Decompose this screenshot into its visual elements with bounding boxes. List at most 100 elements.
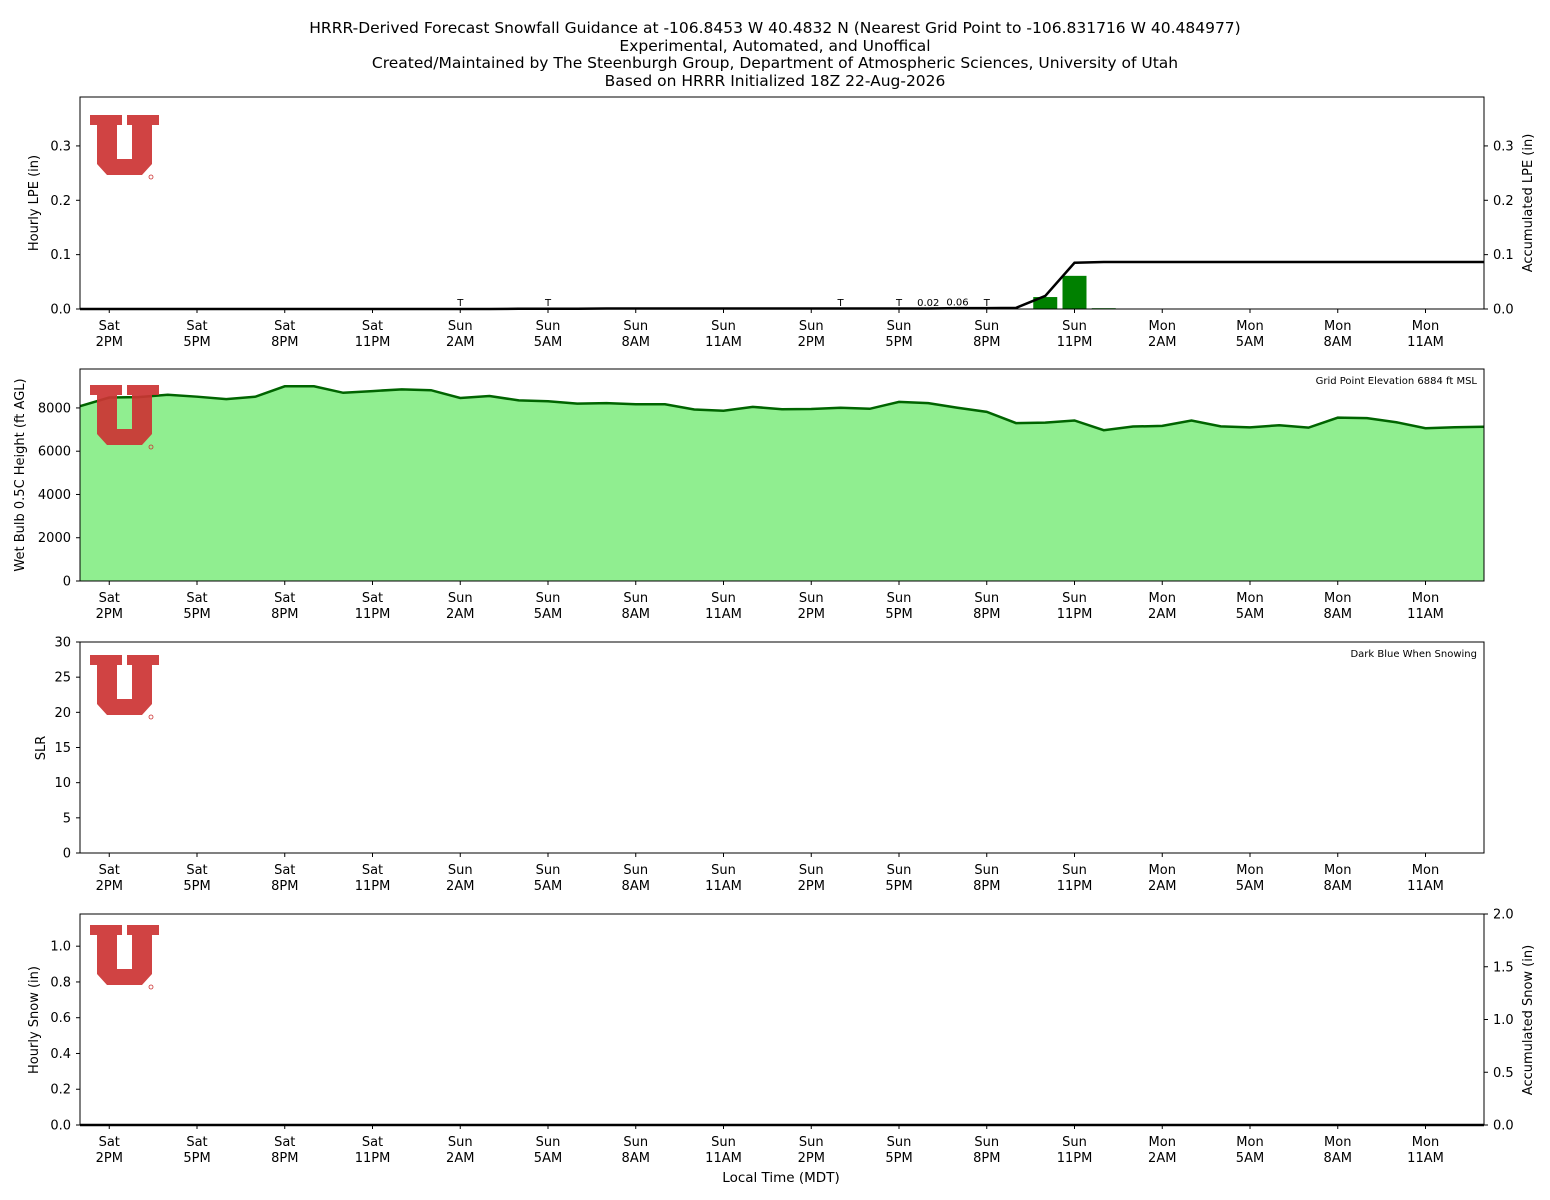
wet-bulb-height-area: [80, 386, 1484, 581]
x-tick-label-day: Sun: [799, 319, 824, 334]
hourly-snow-panel: 0.00.20.40.60.81.00.00.51.01.52.0Sat2PMS…: [27, 908, 1536, 1167]
x-tick-label-day: Sun: [1062, 1135, 1087, 1150]
x-tick-label-time: 2PM: [798, 1151, 825, 1166]
x-tick-label-time: 11PM: [1057, 1151, 1093, 1166]
x-tick-label-time: 5PM: [885, 879, 912, 894]
hourly-lpe-bar: [1033, 297, 1058, 309]
x-tick-label-time: 11PM: [1057, 607, 1093, 622]
y-axis-tick-label: 0.8: [50, 975, 71, 990]
x-tick-label-day: Sun: [974, 591, 999, 606]
x-tick-label-day: Sat: [186, 863, 207, 878]
university-of-utah-logo: [90, 385, 159, 450]
logo-u-shape: [90, 115, 159, 175]
y-axis-tick-label: 4000: [38, 488, 71, 503]
snowing-color-note: Dark Blue When Snowing: [1350, 649, 1477, 660]
y-axis-tick-label: 30: [54, 636, 71, 651]
x-tick-label-time: 8AM: [1324, 607, 1352, 622]
hourly-lpe-bar: [1062, 275, 1087, 309]
x-tick-label-time: 2AM: [446, 1151, 474, 1166]
x-tick-label-day: Sun: [711, 591, 736, 606]
x-tick-label-time: 11PM: [1057, 335, 1093, 350]
x-tick-label-day: Sun: [974, 863, 999, 878]
university-of-utah-logo: [90, 925, 159, 990]
x-tick-label-time: 5AM: [1236, 1151, 1264, 1166]
x-tick-label-day: Sun: [711, 319, 736, 334]
x-tick-label-day: Mon: [1236, 1135, 1263, 1150]
x-tick-label-day: Sat: [186, 319, 207, 334]
x-tick-label-day: Sun: [887, 863, 912, 878]
x-tick-label-day: Sun: [536, 591, 561, 606]
y2-axis-tick-label: 0.5: [1493, 1066, 1514, 1081]
x-tick-label-day: Mon: [1149, 319, 1176, 334]
x-tick-label-time: 8PM: [973, 607, 1000, 622]
x-tick-label-day: Sun: [974, 1135, 999, 1150]
y-axis-tick-label: 0: [63, 847, 71, 862]
x-tick-label-day: Sun: [887, 591, 912, 606]
y-axis-tick-label: 0.4: [50, 1047, 71, 1062]
x-tick-label-day: Sun: [536, 319, 561, 334]
x-tick-label-day: Sun: [623, 591, 648, 606]
x-tick-label-day: Sun: [623, 1135, 648, 1150]
x-tick-label-day: Mon: [1149, 863, 1176, 878]
y2-axis-label: Accumulated Snow (in): [1521, 945, 1536, 1095]
university-of-utah-logo: [90, 655, 159, 720]
logo-registered-mark: [148, 984, 154, 990]
bar-value-label: 0.06: [946, 298, 968, 309]
x-tick-label-time: 11AM: [705, 1151, 742, 1166]
x-tick-label-time: 8AM: [1324, 335, 1352, 350]
x-tick-label-time: 2AM: [1148, 1151, 1176, 1166]
university-of-utah-logo: [90, 115, 159, 180]
logo-registered-mark: [148, 174, 154, 180]
x-tick-label-time: 8PM: [271, 1151, 298, 1166]
y-axis-label: SLR: [34, 736, 49, 761]
x-tick-label-day: Mon: [1149, 1135, 1176, 1150]
y-axis-tick-label: 0: [63, 575, 71, 590]
title-line: HRRR-Derived Forecast Snowfall Guidance …: [309, 19, 1241, 37]
x-tick-label-day: Sat: [99, 863, 120, 878]
bar-value-label: T: [983, 298, 991, 309]
y-axis-tick-label: 2000: [38, 531, 71, 546]
y-axis-tick-label: 25: [54, 671, 71, 686]
y-axis-tick-label: 6000: [38, 445, 71, 460]
x-tick-label-day: Sun: [887, 319, 912, 334]
x-tick-label-time: 5AM: [1236, 879, 1264, 894]
x-tick-label-day: Sat: [99, 319, 120, 334]
x-tick-label-time: 5PM: [183, 335, 210, 350]
x-tick-label-day: Sat: [362, 863, 383, 878]
bar-value-label: T: [836, 298, 844, 309]
x-tick-label-day: Sat: [99, 1135, 120, 1150]
y-axis-tick-label: 0.2: [50, 1083, 71, 1098]
y2-axis-tick-label: 0.0: [1493, 303, 1514, 318]
x-tick-label-time: 11AM: [1407, 335, 1444, 350]
x-tick-label-time: 2PM: [96, 335, 123, 350]
x-tick-label-time: 11PM: [355, 607, 391, 622]
x-tick-label-day: Sat: [274, 591, 295, 606]
x-tick-label-time: 2PM: [798, 335, 825, 350]
y2-axis-tick-label: 0.0: [1493, 1119, 1514, 1134]
x-tick-label-day: Sat: [362, 319, 383, 334]
x-tick-label-time: 2PM: [96, 1151, 123, 1166]
bar-value-label: T: [895, 298, 903, 309]
plot-frame: [79, 96, 1485, 310]
x-tick-label-day: Sun: [711, 863, 736, 878]
x-tick-label-day: Sun: [887, 1135, 912, 1150]
x-tick-label-day: Sat: [99, 591, 120, 606]
y-axis-tick-label: 0.1: [50, 248, 71, 263]
y-axis-tick-label: 0.6: [50, 1011, 71, 1026]
y-axis-label: Hourly LPE (in): [27, 155, 42, 251]
wet-bulb-height-line: [79, 385, 1485, 432]
bar-value-label: 0.02: [917, 298, 939, 309]
accumulated-lpe-line: [80, 260, 1484, 311]
y2-axis-tick-label: 0.3: [1493, 139, 1514, 154]
logo-registered-mark: [148, 714, 154, 720]
y2-axis-tick-label: 0.2: [1493, 194, 1514, 209]
x-tick-label-time: 8PM: [973, 1151, 1000, 1166]
x-tick-label-time: 2AM: [446, 607, 474, 622]
x-tick-label-time: 2AM: [446, 335, 474, 350]
x-tick-label-time: 2PM: [798, 879, 825, 894]
x-tick-label-day: Sun: [799, 863, 824, 878]
x-tick-label-time: 11AM: [705, 607, 742, 622]
x-tick-label-day: Sat: [362, 1135, 383, 1150]
x-tick-label-time: 5AM: [534, 335, 562, 350]
